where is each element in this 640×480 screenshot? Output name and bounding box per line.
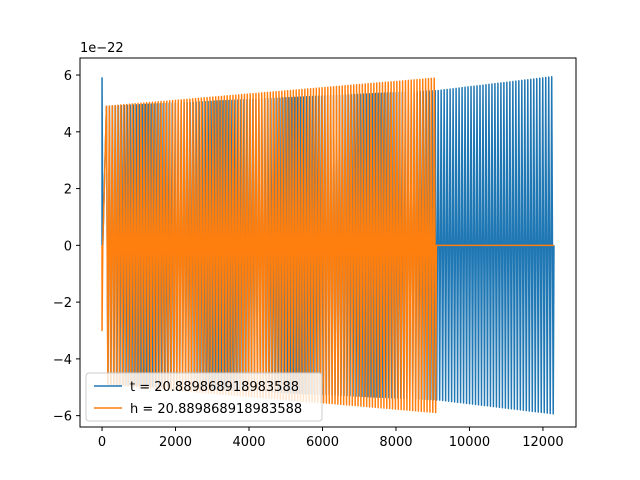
y-tick-label: 0: [64, 239, 72, 254]
x-tick-label: 8000: [379, 435, 412, 450]
y-tick-label: −6: [53, 410, 72, 425]
y-offset-text: 1e−22: [80, 41, 124, 56]
x-tick-label: 6000: [306, 435, 339, 450]
x-axis-ticks: 0 2000 4000 6000 8000 10000 12000: [98, 427, 564, 450]
y-tick-label: 6: [64, 69, 72, 84]
x-tick-label: 2000: [159, 435, 192, 450]
legend-label-1: t = 20.889868918983588: [130, 380, 299, 395]
y-axis-ticks: −6 −4 −2 0 2 4 6: [53, 69, 80, 425]
x-tick-label: 4000: [232, 435, 265, 450]
plot-area: [101, 76, 555, 415]
series-layer: [101, 76, 555, 415]
series-line-2: [101, 77, 554, 414]
y-tick-label: 4: [64, 126, 72, 141]
legend-frame: [85, 372, 323, 422]
x-tick-label: 0: [98, 435, 106, 450]
y-tick-label: 2: [64, 183, 72, 198]
y-tick-label: −2: [53, 296, 72, 311]
y-tick-label: −4: [53, 353, 72, 368]
axes-frame: [79, 57, 577, 428]
x-tick-label: 12000: [522, 435, 563, 450]
legend: t = 20.889868918983588 h = 20.88986891898…: [85, 372, 323, 422]
x-tick-label: 10000: [449, 435, 490, 450]
legend-label-2: h = 20.889868918983588: [130, 402, 302, 417]
